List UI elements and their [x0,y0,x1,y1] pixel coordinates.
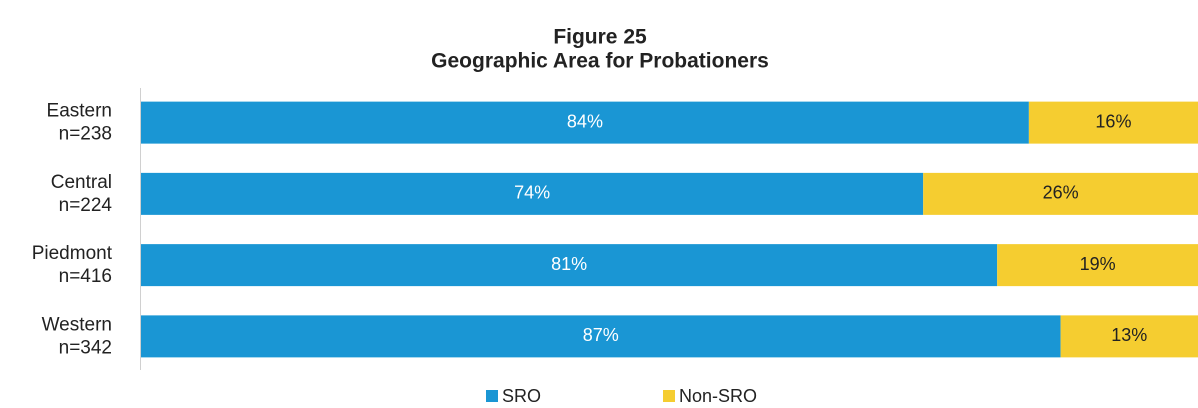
legend-label: SRO [502,386,541,406]
value-label: 16% [1095,111,1131,131]
legend-swatch [663,390,675,402]
bar-segment [997,244,1198,287]
value-label: 74% [514,183,550,203]
bar-segment [141,315,1061,358]
bar-segment [141,244,998,287]
y-tick-label: Eastern [47,101,112,122]
chart-subtitle: Geographic Area for Probationers [431,50,769,73]
value-label: 84% [567,111,603,131]
y-tick-note: n=342 [59,337,112,358]
value-label: 26% [1043,183,1079,203]
value-label: 81% [551,254,587,274]
legend-label: Non-SRO [679,386,757,406]
y-tick-note: n=238 [59,124,112,145]
y-tick-note: n=224 [59,195,113,216]
legend-swatch [486,390,498,402]
chart-title: Figure 25 [553,26,647,49]
bar-segment [1028,101,1198,144]
value-label: 13% [1111,325,1147,345]
bar-segment [923,172,1198,215]
bar-segment [141,172,924,215]
y-tick-label: Piedmont [32,243,113,264]
y-tick-label: Western [42,314,112,335]
bar-segment [1060,315,1198,358]
bar-segment [141,101,1029,144]
y-tick-note: n=416 [59,266,112,287]
value-label: 87% [583,325,619,345]
y-tick-label: Central [51,172,112,193]
value-label: 19% [1080,254,1116,274]
